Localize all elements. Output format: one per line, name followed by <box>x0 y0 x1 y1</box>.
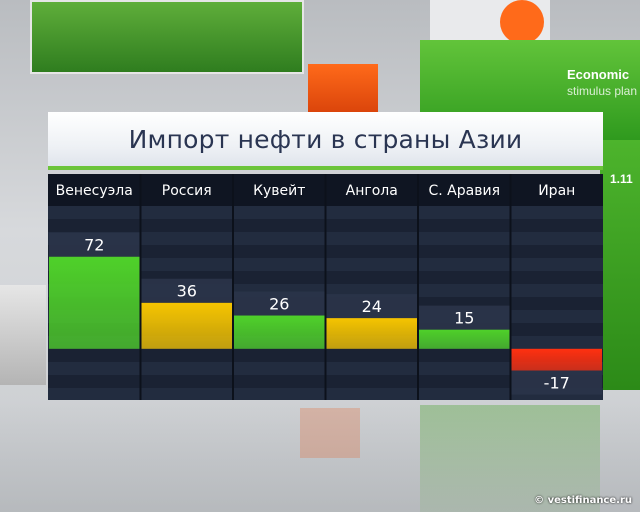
category-label: Иран <box>538 183 575 199</box>
column-header <box>140 174 233 206</box>
column-header <box>48 174 141 206</box>
value-label-box <box>419 305 510 330</box>
category-label: Кувейт <box>253 183 305 199</box>
value-label: 15 <box>454 309 474 328</box>
bar <box>511 348 602 371</box>
chart-card: Импорт нефти в страны Азии Венесуэла 72 Ро… <box>48 112 603 400</box>
floor-reflection-green <box>420 405 600 512</box>
category-label: С. Аравия <box>429 183 501 199</box>
value-label-box <box>326 294 417 319</box>
watermark: © vestifinance.ru <box>534 495 632 506</box>
background-green-strip <box>600 140 640 390</box>
value-label-box <box>234 291 325 316</box>
bar <box>234 315 325 349</box>
value-label-box <box>141 278 232 303</box>
value-label-box <box>511 370 602 395</box>
background-euro-icon <box>500 0 544 44</box>
value-label: 24 <box>362 297 382 316</box>
bar <box>49 256 140 349</box>
title-bar: Импорт нефти в страны Азии <box>48 112 603 170</box>
value-label: -17 <box>544 374 570 393</box>
background-gray-panel <box>0 285 46 385</box>
category-label: Россия <box>162 183 212 199</box>
value-label: 36 <box>177 282 197 301</box>
bar-chart: Венесуэла 72 Россия 36 Кувейт 26 Ангола 24 С. Ар… <box>48 174 603 400</box>
column-header <box>325 174 418 206</box>
value-label: 26 <box>269 295 289 314</box>
chart-title: Импорт нефти в страны Азии <box>128 124 523 154</box>
column-header <box>510 174 603 206</box>
bar <box>141 302 232 349</box>
background-panel-title: Economic <box>567 67 630 82</box>
column-header <box>233 174 326 206</box>
category-label: Венесуэла <box>56 183 133 199</box>
chart-area: Венесуэла 72 Россия 36 Кувейт 26 Ангола 24 С. Ар… <box>48 174 603 400</box>
floor-reflection-orange <box>300 408 360 458</box>
background-orange-panel <box>308 64 378 116</box>
background-green-panel <box>30 0 304 74</box>
background-panel-number: 1.11 <box>610 172 633 186</box>
background-panel-subtitle: stimulus plan <box>567 84 638 98</box>
value-label-box <box>49 232 140 257</box>
bar <box>326 318 417 349</box>
category-label: Ангола <box>346 183 398 199</box>
value-label: 72 <box>84 236 104 255</box>
floor-reflection <box>0 400 640 512</box>
bar <box>419 329 510 349</box>
title-accent-line <box>48 166 603 170</box>
column-header <box>418 174 511 206</box>
